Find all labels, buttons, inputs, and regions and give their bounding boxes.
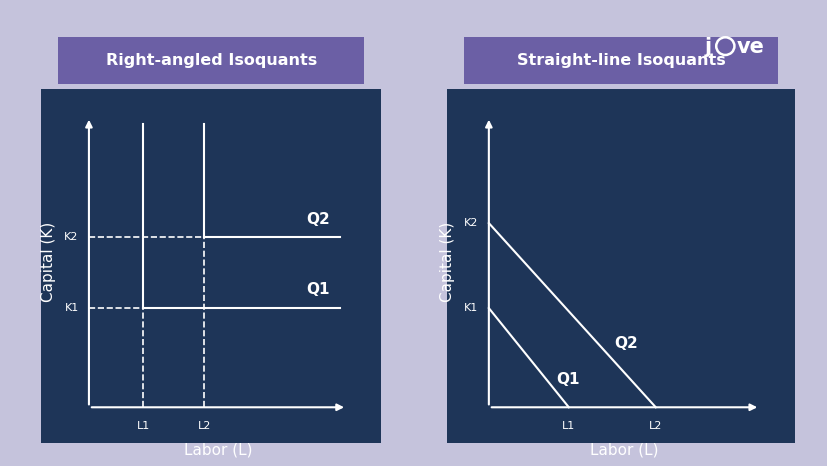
Text: Right-angled Isoquants: Right-angled Isoquants bbox=[105, 53, 317, 68]
Text: Labor (L): Labor (L) bbox=[184, 443, 252, 458]
Text: Q2: Q2 bbox=[614, 336, 637, 351]
Text: L1: L1 bbox=[562, 421, 575, 432]
Text: L1: L1 bbox=[136, 421, 150, 432]
Text: Q1: Q1 bbox=[556, 372, 580, 387]
Text: K1: K1 bbox=[65, 303, 79, 313]
Text: Labor (L): Labor (L) bbox=[590, 443, 658, 458]
Text: ve: ve bbox=[736, 37, 764, 56]
Text: K2: K2 bbox=[65, 232, 79, 242]
Text: L2: L2 bbox=[198, 421, 211, 432]
Text: j: j bbox=[704, 37, 710, 56]
Text: Q1: Q1 bbox=[306, 282, 329, 297]
Text: K1: K1 bbox=[464, 303, 478, 313]
Text: Capital (K): Capital (K) bbox=[439, 222, 454, 302]
Text: Capital (K): Capital (K) bbox=[41, 222, 55, 302]
Text: L2: L2 bbox=[648, 421, 662, 432]
Text: Q2: Q2 bbox=[306, 212, 329, 226]
Text: K2: K2 bbox=[463, 218, 478, 228]
Text: Straight-line Isoquants: Straight-line Isoquants bbox=[516, 53, 724, 68]
